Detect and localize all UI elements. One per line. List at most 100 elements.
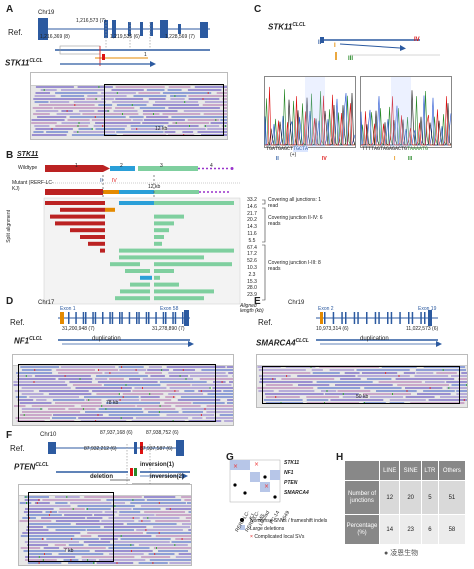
watermark: ● 凌恩生物 [384,550,419,557]
read [115,98,144,100]
read [366,378,392,380]
split-read-segment [88,241,105,246]
read [168,86,191,88]
read [257,387,314,389]
read [169,375,189,377]
coord-d2: 31,278,890 (7) [152,326,185,332]
mismatch [442,369,444,371]
exon19-e: Exon 19 [418,306,437,312]
read [258,369,306,371]
mismatch [174,390,176,392]
junction-box-f [28,492,114,562]
read [319,366,379,368]
read [33,131,44,133]
read [54,544,66,546]
mismatch [119,399,121,401]
read [98,559,146,561]
split-read-segment [55,221,105,226]
exon-tick [374,312,377,324]
read [19,402,52,404]
read [446,381,467,383]
read [297,375,356,377]
seq-right: TTTTAGTAGAGACTGTAAAATG [362,146,429,152]
mismatch [38,499,40,501]
read [96,375,148,377]
read [223,390,233,392]
read [232,375,233,377]
read [135,417,189,419]
read [188,95,227,97]
exon-tick [366,312,368,324]
read [155,514,191,516]
read [138,544,188,546]
read [212,387,233,389]
read [94,550,153,552]
read [116,104,147,106]
mismatch [310,366,312,368]
mismatch [107,110,109,112]
split-read-segment [154,275,160,280]
read [115,86,165,88]
read [55,125,89,127]
read [204,101,227,103]
mismatch [466,384,467,386]
mismatch [78,122,80,124]
mismatch [135,369,137,371]
mismatch [272,378,274,380]
read [224,420,233,422]
read [15,417,50,419]
read [175,538,191,540]
read [67,119,90,121]
split-read-segment [45,201,105,205]
mismatch [169,508,171,510]
read [77,86,113,88]
exon-tick [387,312,389,324]
mismatch [82,408,84,410]
roman-ii-b: II [100,178,103,184]
read [111,89,144,91]
mismatch [153,113,154,115]
mismatch [159,405,161,407]
mismatch [44,553,45,555]
mismatch [70,559,72,561]
read [68,562,95,564]
read [17,375,33,377]
read [34,95,56,97]
read [29,396,79,398]
read [139,107,166,109]
split-read-segment [60,207,105,212]
read [306,396,340,398]
mismatch [121,366,123,368]
split-read-segment [154,235,164,239]
split-read-segment [105,207,115,212]
read [28,505,71,507]
read [181,496,191,498]
igv-reads-f [18,484,192,566]
read [133,95,167,97]
wildtype-label: Wildtype [18,165,38,171]
exon-tick [345,312,347,324]
mismatch [152,562,154,564]
read [119,511,141,513]
read [260,378,276,380]
coord-a4: 1,228,569 (7) [165,34,195,40]
mismatch [48,514,50,516]
read [25,556,76,558]
read [118,366,144,368]
read [35,110,59,112]
read [24,499,41,501]
read [265,384,293,386]
row-junctions: Number of junctions [344,480,380,515]
mismatch [28,517,30,519]
read [228,372,233,374]
read [337,390,371,392]
mismatch [114,505,116,507]
split-read-segment [115,296,150,301]
read [81,559,97,561]
igv-reads-d [12,354,234,426]
read [82,113,139,115]
read [169,562,191,564]
svg-text:×: × [254,461,259,468]
read [55,529,86,531]
coord-f3: 87,932,212 (6) [84,446,117,452]
